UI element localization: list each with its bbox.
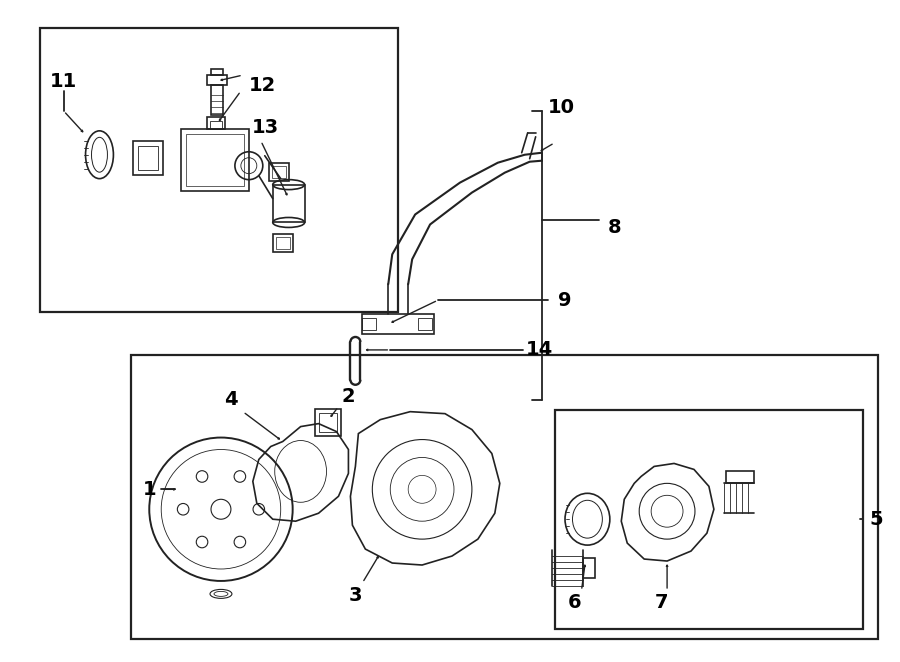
- Text: 1: 1: [142, 480, 156, 499]
- Bar: [181, 129, 248, 191]
- Bar: [139, 146, 158, 169]
- Bar: [725, 471, 753, 483]
- Bar: [315, 408, 341, 436]
- Bar: [133, 141, 163, 175]
- Bar: [554, 410, 863, 629]
- Bar: [418, 318, 432, 330]
- Bar: [186, 134, 244, 185]
- Bar: [272, 166, 285, 177]
- Bar: [269, 163, 289, 181]
- Bar: [210, 121, 222, 129]
- Bar: [273, 234, 292, 252]
- Text: 5: 5: [869, 510, 883, 529]
- Text: 10: 10: [548, 99, 575, 117]
- Bar: [583, 558, 596, 578]
- Bar: [363, 318, 376, 330]
- Text: 13: 13: [252, 118, 279, 137]
- Bar: [207, 117, 225, 129]
- Bar: [273, 185, 304, 222]
- Bar: [131, 355, 878, 639]
- Text: 6: 6: [568, 593, 581, 612]
- Text: 11: 11: [50, 71, 77, 91]
- Text: 4: 4: [224, 390, 238, 409]
- Bar: [40, 28, 398, 312]
- Text: 9: 9: [558, 291, 572, 310]
- Bar: [363, 314, 434, 334]
- Bar: [319, 412, 338, 432]
- Text: 8: 8: [608, 218, 621, 237]
- Bar: [207, 75, 227, 85]
- Bar: [211, 85, 223, 115]
- Bar: [275, 238, 290, 250]
- Text: 3: 3: [348, 587, 362, 605]
- Text: 7: 7: [654, 593, 668, 612]
- Bar: [211, 69, 223, 75]
- Text: 12: 12: [249, 75, 276, 95]
- Text: 14: 14: [526, 340, 554, 359]
- Text: 2: 2: [342, 387, 356, 406]
